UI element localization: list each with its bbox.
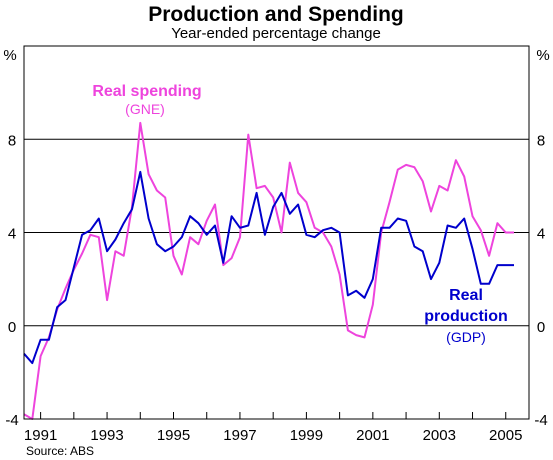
y-tick-label-right: -4 (534, 412, 547, 429)
legend-spending-line2: (GNE) (125, 101, 165, 117)
x-tick-label: 1999 (290, 427, 323, 444)
x-tick-label: 1991 (24, 427, 57, 444)
y-tick-label-right: 0 (537, 319, 545, 336)
x-tick-label: 2001 (356, 427, 389, 444)
plot-frame (23, 45, 530, 420)
unit-label-left: % (3, 47, 16, 64)
y-tick-label-left: 0 (8, 319, 16, 336)
chart-subtitle: Year-ended percentage change (171, 25, 381, 42)
legend-production-line2: production (424, 308, 508, 325)
chart-title: Production and Spending (148, 3, 404, 26)
series-lines (23, 121, 514, 420)
x-tick-label: 2003 (423, 427, 456, 444)
x-tick-label: 1993 (90, 427, 123, 444)
series-line-production (23, 170, 514, 365)
x-tick-label: 1997 (223, 427, 256, 444)
x-tick-label: 2005 (489, 427, 522, 444)
y-tick-label-left: 4 (8, 226, 16, 243)
y-tick-label-left: 8 (8, 132, 16, 149)
y-tick-label-left: -4 (5, 412, 18, 429)
x-tick-label: 1995 (157, 427, 190, 444)
gridlines (24, 138, 529, 327)
legend-production-line1: Real (449, 287, 483, 304)
legend-production-line3: (GDP) (446, 329, 486, 345)
unit-label-right: % (536, 47, 549, 64)
legend-spending-line1: Real spending (92, 83, 201, 100)
y-tick-label-right: 8 (537, 132, 545, 149)
series-line-spending (23, 121, 514, 420)
source-note: Source: ABS (26, 444, 94, 458)
x-axis: 1991 1993 1995 1997 1999 2001 2003 2005 (24, 412, 522, 444)
y-tick-label-right: 4 (537, 226, 545, 243)
y-tick-labels: -4 -4 0 0 4 4 8 8 (5, 132, 547, 429)
